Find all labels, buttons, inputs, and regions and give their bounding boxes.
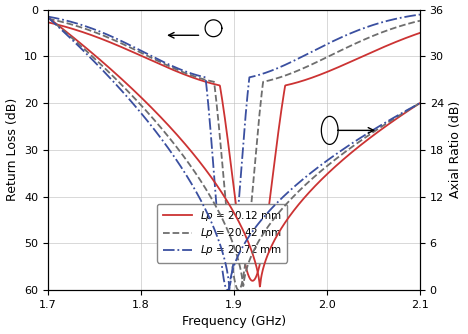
- $Lp$ = 20.72 mm: [209, 144, 215, 148]
- $Lp$ = 20.12 mm: [196, 77, 201, 81]
- $Lp$ = 20.42 mm: [301, 66, 307, 70]
- $Lp$ = 20.72 mm: [83, 24, 89, 28]
- $Lp$ = 20.72 mm: [342, 34, 348, 38]
- Line: $Lp$ = 20.72 mm: $Lp$ = 20.72 mm: [48, 15, 420, 290]
- $Lp$ = 20.12 mm: [336, 65, 341, 69]
- $Lp$ = 20.42 mm: [196, 76, 201, 80]
- $Lp$ = 20.12 mm: [209, 81, 215, 86]
- $Lp$ = 20.42 mm: [209, 79, 215, 84]
- $Lp$ = 20.72 mm: [196, 73, 201, 77]
- $Lp$ = 20.42 mm: [45, 17, 51, 21]
- $Lp$ = 20.42 mm: [342, 46, 348, 50]
- $Lp$ = 20.72 mm: [417, 13, 423, 17]
- $Lp$ = 20.42 mm: [336, 50, 341, 54]
- $Lp$ = 20.42 mm: [417, 19, 423, 23]
- $Lp$ = 20.42 mm: [236, 288, 241, 292]
- X-axis label: Frequency (GHz): Frequency (GHz): [182, 315, 286, 328]
- $Lp$ = 20.12 mm: [249, 279, 255, 283]
- Line: $Lp$ = 20.12 mm: $Lp$ = 20.12 mm: [48, 22, 420, 281]
- $Lp$ = 20.12 mm: [417, 31, 423, 35]
- $Lp$ = 20.12 mm: [45, 20, 51, 24]
- $Lp$ = 20.12 mm: [301, 78, 307, 82]
- $Lp$ = 20.72 mm: [225, 288, 230, 292]
- $Lp$ = 20.72 mm: [301, 54, 307, 58]
- $Lp$ = 20.72 mm: [336, 37, 341, 41]
- Y-axis label: Axial Ratio (dB): Axial Ratio (dB): [449, 101, 462, 198]
- $Lp$ = 20.12 mm: [342, 62, 348, 66]
- $Lp$ = 20.12 mm: [83, 31, 89, 35]
- Legend: $Lp$ = 20.12 mm, $Lp$ = 20.42 mm, $Lp$ = 20.72 mm: $Lp$ = 20.12 mm, $Lp$ = 20.42 mm, $Lp$ =…: [157, 204, 287, 263]
- Line: $Lp$ = 20.42 mm: $Lp$ = 20.42 mm: [48, 19, 420, 290]
- $Lp$ = 20.72 mm: [45, 15, 51, 19]
- Y-axis label: Return Loss (dB): Return Loss (dB): [6, 98, 19, 201]
- $Lp$ = 20.42 mm: [83, 27, 89, 31]
